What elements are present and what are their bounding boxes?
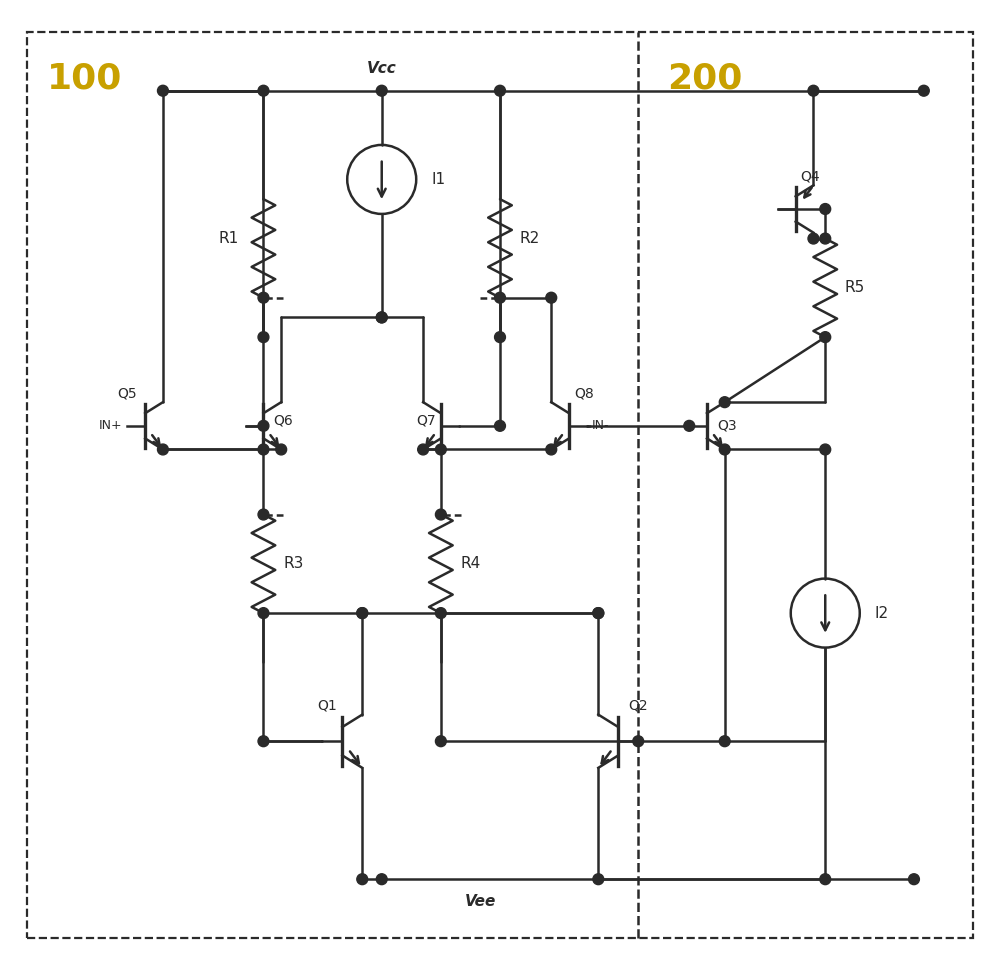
Circle shape [495,332,505,343]
Circle shape [276,444,287,455]
Circle shape [258,735,269,747]
Text: Q1: Q1 [318,699,337,712]
Text: Q3: Q3 [717,419,736,433]
Circle shape [633,735,644,747]
Circle shape [376,873,387,885]
Circle shape [435,608,446,619]
Circle shape [593,608,604,619]
Circle shape [258,608,269,619]
Text: R4: R4 [461,556,481,571]
Circle shape [435,510,446,520]
Circle shape [158,85,168,97]
Circle shape [719,444,730,455]
Circle shape [593,608,604,619]
Text: IN+: IN+ [99,420,123,432]
Circle shape [258,292,269,303]
Circle shape [909,873,919,885]
Text: Vcc: Vcc [367,61,397,76]
Circle shape [820,444,831,455]
Circle shape [546,444,557,455]
Circle shape [918,85,929,97]
Circle shape [546,292,557,303]
Text: R5: R5 [845,281,865,295]
Circle shape [258,85,269,97]
Text: 100: 100 [47,61,122,96]
Circle shape [820,873,831,885]
Circle shape [495,85,505,97]
Circle shape [376,312,387,323]
Text: Q2: Q2 [628,699,648,712]
Text: Q5: Q5 [118,386,137,400]
Circle shape [593,873,604,885]
Circle shape [418,444,429,455]
Circle shape [719,397,730,407]
Circle shape [495,421,505,431]
Circle shape [258,510,269,520]
Circle shape [684,421,695,431]
Circle shape [820,234,831,244]
Circle shape [719,735,730,747]
Circle shape [258,421,269,431]
Text: R1: R1 [219,231,239,246]
Circle shape [808,234,819,244]
Circle shape [820,332,831,343]
Circle shape [258,332,269,343]
Text: Q6: Q6 [273,414,293,427]
Circle shape [357,608,368,619]
Text: I2: I2 [875,606,889,620]
Circle shape [376,312,387,323]
Text: IN-: IN- [592,420,609,432]
Text: Q7: Q7 [416,414,436,427]
Text: R3: R3 [283,556,304,571]
Circle shape [376,85,387,97]
Circle shape [808,85,819,97]
Circle shape [435,735,446,747]
Circle shape [820,204,831,214]
Text: I1: I1 [431,172,445,187]
Circle shape [495,292,505,303]
Text: R2: R2 [520,231,540,246]
Circle shape [357,608,368,619]
Text: Q8: Q8 [574,386,594,400]
Circle shape [435,444,446,455]
Circle shape [258,444,269,455]
Text: 200: 200 [668,61,743,96]
Circle shape [357,873,368,885]
Text: Vee: Vee [465,894,496,909]
Circle shape [158,444,168,455]
Text: Q4: Q4 [801,170,820,183]
